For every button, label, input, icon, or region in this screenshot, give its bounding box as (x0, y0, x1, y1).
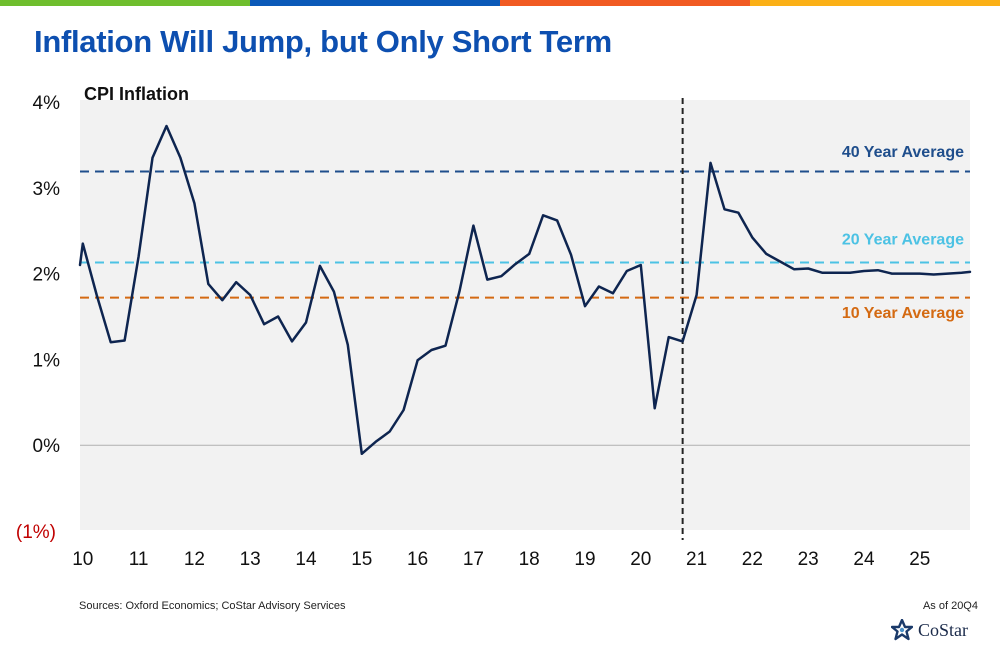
top-bar-blue (250, 0, 500, 6)
as-of-note: As of 20Q4 (922, 600, 978, 612)
chart-title: CPI Inflation (84, 84, 189, 104)
y-tick-label: 2% (33, 265, 61, 286)
y-tick-label: 0% (33, 436, 61, 457)
x-tick-label: 20 (630, 549, 651, 570)
x-tick-label: 12 (184, 549, 205, 570)
y-tick-label: 1% (33, 350, 61, 371)
x-tick-label: 24 (853, 549, 875, 570)
x-tick-label: 11 (129, 549, 149, 570)
cpi-inflation-series-line (78, 124, 972, 456)
costar-logo: CoStar (891, 619, 968, 641)
plot-area (80, 100, 970, 530)
x-tick-label: 15 (351, 549, 372, 570)
logo-text: CoStar (918, 619, 969, 640)
x-tick-label: 23 (798, 549, 819, 570)
y-tick-label: 3% (33, 179, 61, 200)
page-title: Inflation Will Jump, but Only Short Term (34, 24, 612, 59)
x-tick-label: 22 (742, 549, 763, 570)
top-bar-yellow (750, 0, 1000, 6)
x-tick-label: 18 (519, 549, 540, 570)
reference-line-label: 10 Year Average (842, 305, 964, 322)
reference-line-label: 40 Year Average (842, 144, 964, 161)
x-tick-label: 19 (574, 549, 595, 570)
costar-star-icon (891, 619, 913, 641)
top-color-bar (0, 0, 1000, 6)
top-bar-orange (500, 0, 750, 6)
y-tick-label: (1%) (16, 522, 56, 543)
x-tick-label: 13 (240, 549, 261, 570)
reference-line-label: 20 Year Average (842, 231, 964, 248)
x-tick-label: 14 (295, 549, 317, 570)
top-bar-green (0, 0, 250, 6)
x-tick-label: 10 (72, 549, 93, 570)
x-tick-label: 17 (463, 549, 484, 570)
y-tick-label: 4% (33, 93, 61, 114)
x-tick-label: 25 (909, 549, 930, 570)
sources-note: Sources: Oxford Economics; CoStar Adviso… (79, 600, 346, 612)
x-tick-label: 16 (407, 549, 428, 570)
x-tick-label: 21 (686, 549, 707, 570)
cpi-inflation-chart: CPI Inflation 4% 3% 2% 1% 0% (1%) 10 11 12 13 14 15 1… (16, 84, 972, 570)
